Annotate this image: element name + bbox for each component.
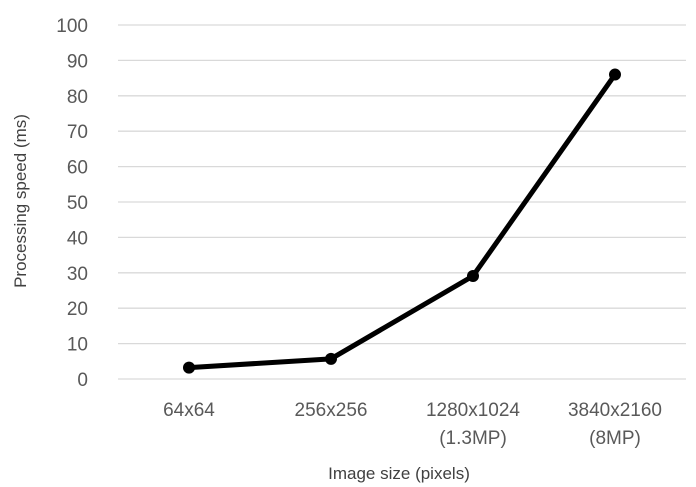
- x-tick-label: 256x256: [295, 400, 368, 421]
- data-point: [325, 352, 337, 365]
- y-tick-label: 90: [67, 51, 88, 72]
- gridlines: [118, 24, 686, 380]
- y-tick-label: 80: [67, 87, 88, 108]
- y-tick-label: 50: [67, 193, 88, 214]
- x-tick-label: (8MP): [589, 428, 641, 449]
- x-axis-title: Image size (pixels): [328, 464, 470, 483]
- data-point: [609, 68, 621, 81]
- x-tick-label: 64x64: [163, 400, 215, 421]
- y-tick-label: 40: [67, 228, 88, 249]
- x-tick-label: 3840x2160: [568, 400, 662, 421]
- data-point: [183, 361, 195, 374]
- y-tick-label: 0: [77, 370, 88, 391]
- y-tick-label: 100: [56, 16, 88, 37]
- y-tick-label: 70: [67, 122, 88, 143]
- series-line: [186, 72, 618, 371]
- x-tick-label: 1280x1024: [426, 400, 520, 421]
- y-tick-label: 30: [67, 264, 88, 285]
- data-series: [183, 68, 621, 374]
- y-tick-label: 10: [67, 335, 88, 356]
- y-axis-tick-labels: 0 10 20 30 40 50 60 70 80 90 100: [56, 16, 88, 391]
- x-tick-label: (1.3MP): [439, 428, 507, 449]
- x-axis-tick-labels: 64x64 256x256 1280x1024 (1.3MP) 3840x2160 (8M…: [163, 400, 662, 449]
- y-tick-label: 60: [67, 158, 88, 179]
- y-axis-title: Processing speed (ms): [11, 114, 30, 288]
- y-tick-label: 20: [67, 299, 88, 320]
- data-point: [467, 269, 479, 282]
